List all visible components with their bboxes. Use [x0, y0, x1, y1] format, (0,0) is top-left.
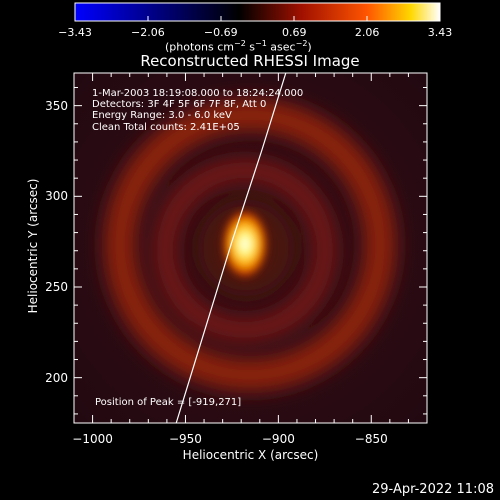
- image-heatmap: [74, 73, 427, 423]
- chart-title: Reconstructed RHESSI Image: [140, 52, 360, 70]
- x-axis-label: Heliocentric X (arcsec): [182, 448, 319, 462]
- footer-timestamp: 29-Apr-2022 11:08: [372, 482, 494, 497]
- peak-position-label: Position of Peak = [-919,271]: [95, 397, 242, 408]
- colorbar-unit-label: (photons cm−2 s−1 asec−2): [165, 39, 312, 54]
- colorbar-tick-label: −2.06: [131, 26, 165, 39]
- annotation-time-range: 1-Mar-2003 18:19:08.000 to 18:24:24.000: [92, 88, 304, 99]
- y-tick-label: 250: [45, 279, 68, 294]
- colorbar-tick-label: 2.06: [354, 26, 380, 39]
- y-axis-label: Heliocentric Y (arcsec): [26, 178, 40, 314]
- axis-ticks: [74, 73, 427, 423]
- colorbar-tick-label: −3.43: [58, 26, 92, 39]
- colorbar: [74, 2, 441, 22]
- x-tick-label: −850: [354, 432, 388, 446]
- plot-frame: [73, 72, 428, 424]
- solar-limb-line: [175, 73, 287, 423]
- colorbar-tick-label: −0.69: [203, 26, 238, 39]
- x-tick-label: −1000: [72, 432, 113, 446]
- annotation-detectors: Detectors: 3F 4F 5F 6F 7F 8F, Att 0: [92, 99, 267, 110]
- x-tick-label: −950: [168, 432, 202, 446]
- colorbar-tick-label: 0.69: [281, 26, 307, 39]
- colorbar-ticks: [147, 16, 368, 21]
- annotation-energy-range: Energy Range: 3.0 - 6.0 keV: [92, 110, 232, 121]
- colorbar-tick-label: 3.43: [427, 26, 453, 39]
- x-tick-label: −900: [261, 432, 295, 446]
- y-tick-label: 200: [45, 370, 68, 385]
- annotation-total-counts: Clean Total counts: 2.41E+05: [92, 122, 240, 133]
- y-tick-label: 300: [45, 189, 68, 204]
- y-tick-label: 350: [45, 98, 68, 113]
- flare-peak: [221, 208, 269, 280]
